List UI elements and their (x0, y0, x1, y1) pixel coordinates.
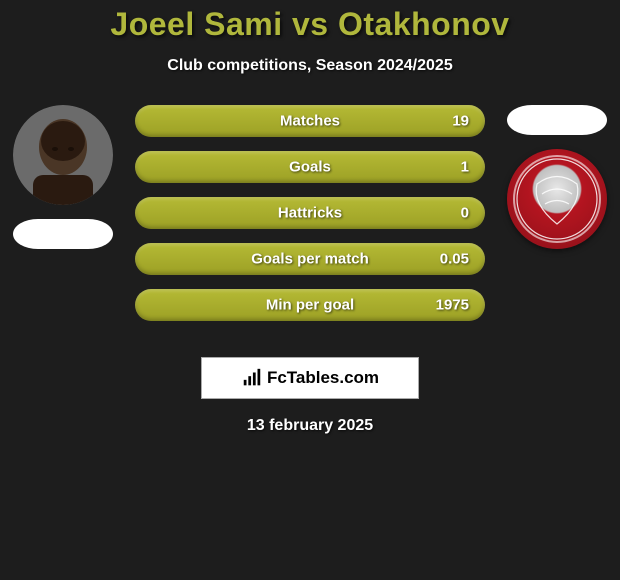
page-title: Joeel Sami vs Otakhonov (0, 6, 620, 43)
brand-name: FcTables.com (267, 368, 379, 388)
player-left-flag (13, 219, 113, 249)
date-label: 13 february 2025 (0, 417, 620, 435)
player-right-column (502, 105, 612, 249)
stat-right-value: 0.05 (440, 251, 469, 268)
player-right-flag (507, 105, 607, 135)
bar-chart-icon (241, 367, 263, 389)
stat-right-value: 0 (461, 205, 469, 222)
stats-list: Matches 19 Goals 1 Hattricks 0 Goals per… (135, 105, 485, 321)
stat-right-value: 1 (461, 159, 469, 176)
subtitle: Club competitions, Season 2024/2025 (0, 57, 620, 75)
comparison-card: Joeel Sami vs Otakhonov Club competition… (0, 6, 620, 580)
stat-row-matches: Matches 19 (135, 105, 485, 137)
person-silhouette-icon (13, 105, 113, 205)
stat-right-value: 19 (452, 113, 469, 130)
stat-label: Min per goal (266, 297, 354, 314)
stat-row-goals-per-match: Goals per match 0.05 (135, 243, 485, 275)
stat-label: Matches (280, 113, 340, 130)
player-left-avatar (13, 105, 113, 205)
stat-row-min-per-goal: Min per goal 1975 (135, 289, 485, 321)
stat-right-value: 1975 (436, 297, 469, 314)
comparison-content: Matches 19 Goals 1 Hattricks 0 Goals per… (0, 105, 620, 335)
stat-label: Goals per match (251, 251, 369, 268)
stat-row-goals: Goals 1 (135, 151, 485, 183)
stat-row-hattricks: Hattricks 0 (135, 197, 485, 229)
brand-logo[interactable]: FcTables.com (201, 357, 419, 399)
player-left-column (8, 105, 118, 249)
stat-label: Goals (289, 159, 331, 176)
player-right-crest (507, 149, 607, 249)
club-crest-icon (507, 149, 607, 249)
stat-label: Hattricks (278, 205, 342, 222)
